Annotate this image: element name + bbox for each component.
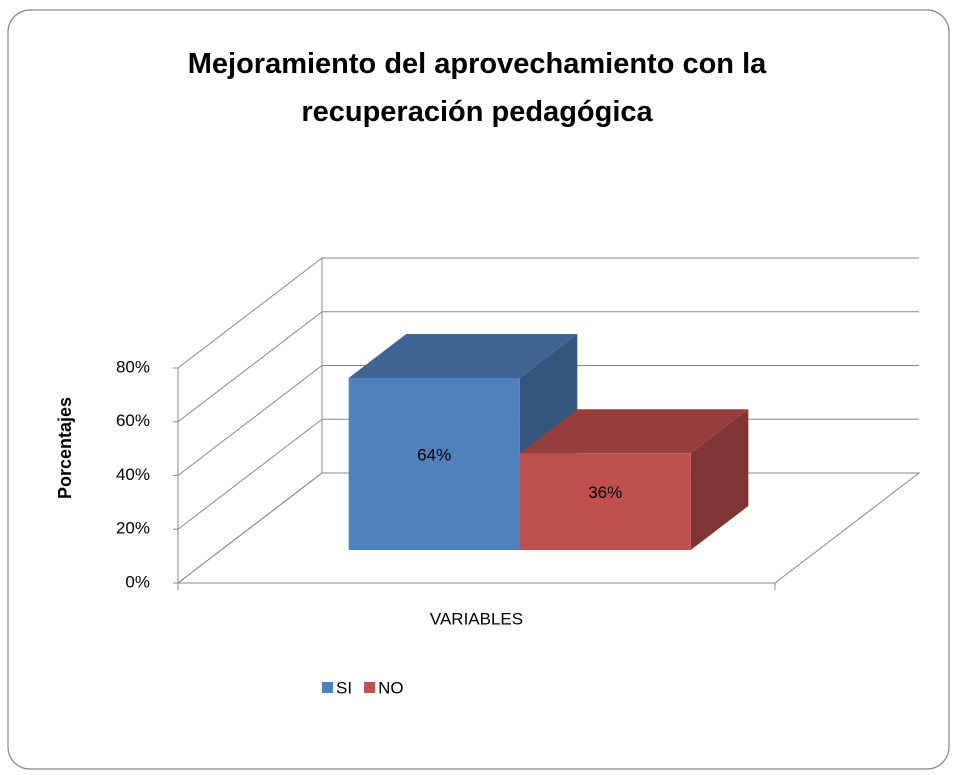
grid-line (177, 311, 919, 423)
y-tick-label: 80% (116, 357, 150, 376)
legend-swatch (364, 682, 376, 693)
data-label: 36% (588, 483, 622, 502)
y-tick-label: 0% (125, 572, 150, 591)
bar-front (519, 453, 691, 550)
legend-label: NO (378, 678, 404, 697)
y-axis-label: Porcentajes (55, 397, 75, 499)
bar (519, 409, 749, 550)
bar-top (519, 409, 749, 454)
legend-label: SI (336, 678, 352, 697)
y-tick-label: 60% (116, 411, 150, 430)
y-tick-label: 20% (116, 519, 150, 538)
chart-title: Mejoramiento del aprovechamiento con la … (187, 48, 767, 128)
grid-line (177, 257, 919, 369)
bar-top (348, 334, 578, 378)
bar-front (348, 378, 520, 550)
legend-swatch (322, 682, 333, 693)
y-tick-label: 40% (116, 465, 150, 484)
x-tick-label: VARIABLES (430, 609, 523, 628)
data-label: 64% (417, 445, 451, 464)
bar-side (690, 409, 749, 550)
grid-line (177, 365, 919, 476)
